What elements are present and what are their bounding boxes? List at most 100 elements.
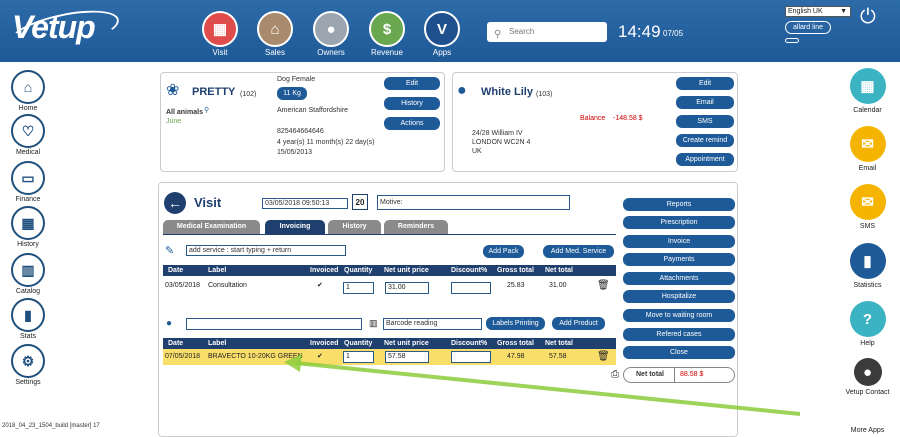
- owner-name[interactable]: White Lily: [481, 86, 533, 98]
- sales-nav-icon[interactable]: ⌂: [257, 11, 293, 47]
- visit-datetime-field[interactable]: 03/05/2018 09:50:13: [262, 198, 348, 209]
- owners-nav-icon[interactable]: ●: [313, 11, 349, 47]
- move-to-waiting-room-button[interactable]: Move to waiting room: [623, 309, 735, 322]
- left-nav-settings[interactable]: ⚙ Settings: [0, 344, 56, 386]
- tab-history[interactable]: History: [328, 220, 381, 234]
- sms-icon: ✉: [849, 184, 886, 220]
- right-nav-help[interactable]: ? Help: [835, 301, 900, 347]
- stethoscope-icon: ♡: [11, 114, 45, 148]
- revenue-nav-label[interactable]: Revenue: [370, 48, 404, 57]
- invoiced-checkbox[interactable]: ✔: [317, 353, 323, 360]
- invoiced-checkbox[interactable]: ✔: [317, 282, 323, 289]
- row-gross: 47.98: [507, 353, 525, 360]
- left-nav-catalog[interactable]: ▥ Catalog: [0, 253, 56, 295]
- weight-badge: 11 Kg: [277, 87, 307, 100]
- build-label: 2018_04_23_1504_build [master] 17: [2, 423, 100, 429]
- payments-button[interactable]: Payments: [623, 253, 735, 266]
- pet-history-button[interactable]: History: [384, 97, 440, 110]
- create-remind-button[interactable]: Create remind: [676, 134, 734, 147]
- tab-medical-examination[interactable]: Medical Examination: [163, 220, 260, 234]
- price-field[interactable]: 31.00: [385, 282, 429, 294]
- owner-email-button[interactable]: Email: [676, 96, 734, 109]
- visit-nav-label[interactable]: Visit: [212, 48, 228, 57]
- quantity-field[interactable]: 1: [343, 351, 374, 363]
- left-nav-stats[interactable]: ▮ Stats: [0, 298, 56, 340]
- right-nav-label: Help: [860, 340, 875, 347]
- product-search-input[interactable]: [186, 318, 362, 330]
- owner-edit-button[interactable]: Edit: [676, 77, 734, 90]
- trash-icon[interactable]: 🗑: [597, 280, 610, 291]
- add-pack-button[interactable]: Add Pack: [483, 245, 524, 258]
- net-total-divider: [674, 368, 675, 382]
- pet-group[interactable]: All animals: [166, 109, 203, 116]
- right-nav-sms[interactable]: ✉ SMS: [835, 184, 900, 230]
- left-nav-label: History: [17, 241, 39, 248]
- invoice-button[interactable]: Invoice: [623, 235, 735, 248]
- col-net-unit-price: Net unit price: [384, 340, 429, 347]
- attachments-button[interactable]: Attachments: [623, 272, 735, 285]
- search-icon[interactable]: ⚲: [204, 107, 210, 114]
- left-nav-home[interactable]: ⌂ Home: [0, 70, 56, 112]
- apps-nav-icon[interactable]: V: [424, 11, 460, 47]
- trash-icon[interactable]: 🗑: [597, 351, 610, 362]
- pet-edit-button[interactable]: Edit: [384, 77, 440, 90]
- pet-group-sub: June: [166, 118, 182, 125]
- row-net: 57.58: [549, 353, 567, 360]
- refered-cases-button[interactable]: Refered cases: [623, 328, 735, 341]
- search-input[interactable]: ⚲ Search: [487, 22, 607, 42]
- pet-name[interactable]: PRETTY: [192, 86, 236, 98]
- left-nav-label: Medical: [15, 149, 41, 156]
- reports-button[interactable]: Reports: [623, 198, 735, 211]
- barcode-input[interactable]: Barcode reading: [383, 318, 482, 330]
- hospitalize-button[interactable]: Hospitalize: [623, 290, 735, 303]
- owners-nav-label[interactable]: Owners: [317, 48, 345, 57]
- left-nav-finance[interactable]: ▭ Finance: [0, 161, 56, 203]
- language-select[interactable]: English UK ▼: [785, 6, 851, 17]
- add-product-button[interactable]: Add Product: [552, 317, 605, 330]
- add-med-service-button[interactable]: Add Med. Service: [543, 245, 614, 258]
- user-button[interactable]: allard line: [785, 21, 831, 34]
- tab-invoicing[interactable]: Invoicing: [265, 220, 325, 234]
- quantity-field[interactable]: 1: [343, 282, 374, 294]
- right-nav-statistics[interactable]: ▮ Statistics: [835, 243, 900, 289]
- price-field[interactable]: 57.58: [385, 351, 429, 363]
- left-nav-medical[interactable]: ♡ Medical: [0, 114, 56, 156]
- right-nav-email[interactable]: ✉ Email: [835, 126, 900, 172]
- statistics-icon: ▮: [849, 243, 886, 279]
- power-icon[interactable]: ⏻: [860, 6, 876, 28]
- calendar-icon[interactable]: 20: [352, 194, 368, 210]
- col-invoiced: Invoiced: [310, 340, 339, 347]
- labels-printing-button[interactable]: Labels Printing: [486, 317, 545, 330]
- revenue-nav-icon[interactable]: $: [369, 11, 405, 47]
- right-nav-label: SMS: [859, 223, 876, 230]
- discount-field[interactable]: [451, 282, 491, 294]
- col-date: Date: [168, 267, 184, 274]
- discount-field[interactable]: [451, 351, 491, 363]
- top-bar: Vetup ▦ Visit ⌂ Sales ● Owners $ Revenue…: [0, 0, 900, 62]
- back-arrow-icon[interactable]: ←: [164, 192, 186, 214]
- col-label: Label: [208, 340, 227, 347]
- apps-nav-label[interactable]: Apps: [432, 48, 452, 57]
- vetup-logo[interactable]: Vetup: [12, 9, 96, 45]
- pet-actions-button[interactable]: Actions: [384, 117, 440, 130]
- add-service-input[interactable]: add service : start typing + return: [186, 245, 346, 256]
- appointment-button[interactable]: Appointment: [676, 153, 734, 166]
- close-button[interactable]: Close: [623, 346, 735, 359]
- right-nav-calendar[interactable]: ▦ Calendar: [835, 68, 900, 114]
- visit-nav-icon[interactable]: ▦: [202, 11, 238, 47]
- motive-input[interactable]: Motive:: [377, 195, 570, 210]
- help-icon: ?: [849, 301, 886, 337]
- owner-sms-button[interactable]: SMS: [676, 115, 734, 128]
- printer-icon[interactable]: ⎙: [611, 369, 619, 380]
- prescription-button[interactable]: Prescription: [623, 216, 735, 229]
- table-row[interactable]: 07/05/2018 BRAVECTO 10-20KG GREEN ✔ 1 57…: [163, 349, 616, 365]
- toggle-pill[interactable]: [785, 38, 799, 43]
- left-nav-history[interactable]: ▦ History: [0, 206, 56, 248]
- right-nav-more-apps[interactable]: More Apps: [835, 424, 900, 434]
- table-row[interactable]: 03/05/2018 Consultation ✔ 1 31.00 25.83 …: [163, 278, 616, 294]
- pet-id: (102): [240, 91, 257, 98]
- right-nav-contact[interactable]: ● Vetup Contact: [835, 358, 900, 396]
- pet-species-sex: Dog Female: [277, 76, 316, 83]
- tab-reminders[interactable]: Reminders: [384, 220, 448, 234]
- sales-nav-label[interactable]: Sales: [264, 48, 285, 57]
